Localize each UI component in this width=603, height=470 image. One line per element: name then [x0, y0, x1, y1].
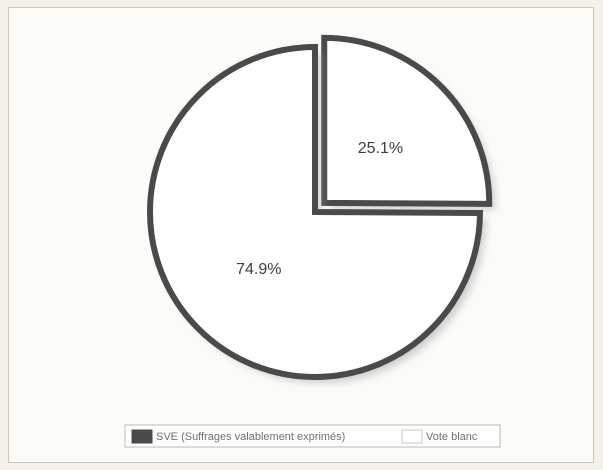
legend-swatch-vote-blanc [401, 429, 423, 444]
legend: SVE (Suffrages valablement exprimés) Vot… [124, 424, 501, 448]
slice-label-sve: 74.9% [236, 261, 281, 278]
slice-sve [147, 43, 484, 380]
legend-swatch-sve [131, 429, 153, 444]
slice-label-vote-blanc: 25.1% [358, 140, 403, 157]
legend-label-vote-blanc: Vote blanc [426, 431, 478, 443]
slice-vote-blanc [321, 34, 493, 207]
legend-label-sve: SVE (Suffrages valablement exprimés) [156, 431, 345, 443]
